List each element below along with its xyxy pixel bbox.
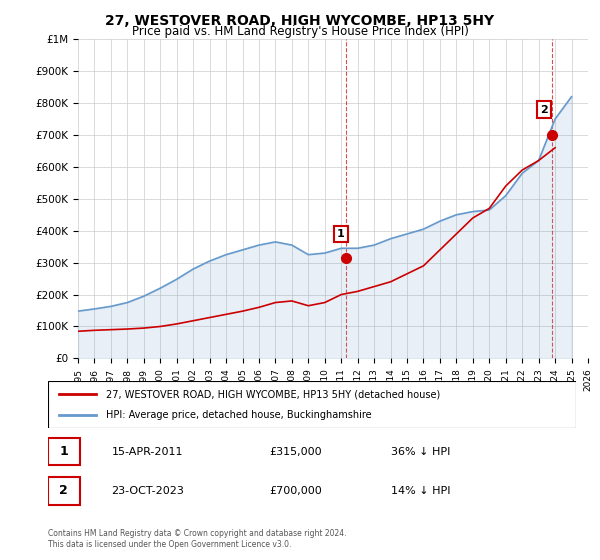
Text: HPI: Average price, detached house, Buckinghamshire: HPI: Average price, detached house, Buck… bbox=[106, 410, 372, 420]
Text: 27, WESTOVER ROAD, HIGH WYCOMBE, HP13 5HY (detached house): 27, WESTOVER ROAD, HIGH WYCOMBE, HP13 5H… bbox=[106, 389, 440, 399]
FancyBboxPatch shape bbox=[48, 477, 80, 505]
Text: 27, WESTOVER ROAD, HIGH WYCOMBE, HP13 5HY: 27, WESTOVER ROAD, HIGH WYCOMBE, HP13 5H… bbox=[106, 14, 494, 28]
Text: 15-APR-2011: 15-APR-2011 bbox=[112, 447, 183, 456]
FancyBboxPatch shape bbox=[48, 438, 80, 465]
Text: 2: 2 bbox=[59, 484, 68, 497]
Text: 1: 1 bbox=[337, 229, 345, 239]
Text: 1: 1 bbox=[59, 445, 68, 458]
Text: 14% ↓ HPI: 14% ↓ HPI bbox=[391, 486, 451, 496]
Text: Contains HM Land Registry data © Crown copyright and database right 2024.
This d: Contains HM Land Registry data © Crown c… bbox=[48, 529, 347, 549]
FancyBboxPatch shape bbox=[48, 381, 576, 428]
Text: Price paid vs. HM Land Registry's House Price Index (HPI): Price paid vs. HM Land Registry's House … bbox=[131, 25, 469, 38]
Text: £315,000: £315,000 bbox=[270, 447, 322, 456]
Text: £700,000: £700,000 bbox=[270, 486, 323, 496]
Text: 36% ↓ HPI: 36% ↓ HPI bbox=[391, 447, 451, 456]
Text: 2: 2 bbox=[540, 105, 548, 115]
Text: 23-OCT-2023: 23-OCT-2023 bbox=[112, 486, 184, 496]
